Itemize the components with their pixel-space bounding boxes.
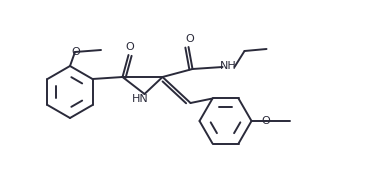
- Text: O: O: [125, 42, 134, 52]
- Text: O: O: [185, 34, 194, 44]
- Text: NH: NH: [220, 61, 237, 71]
- Text: HN: HN: [132, 94, 149, 104]
- Text: O: O: [72, 47, 80, 57]
- Text: O: O: [261, 116, 270, 126]
